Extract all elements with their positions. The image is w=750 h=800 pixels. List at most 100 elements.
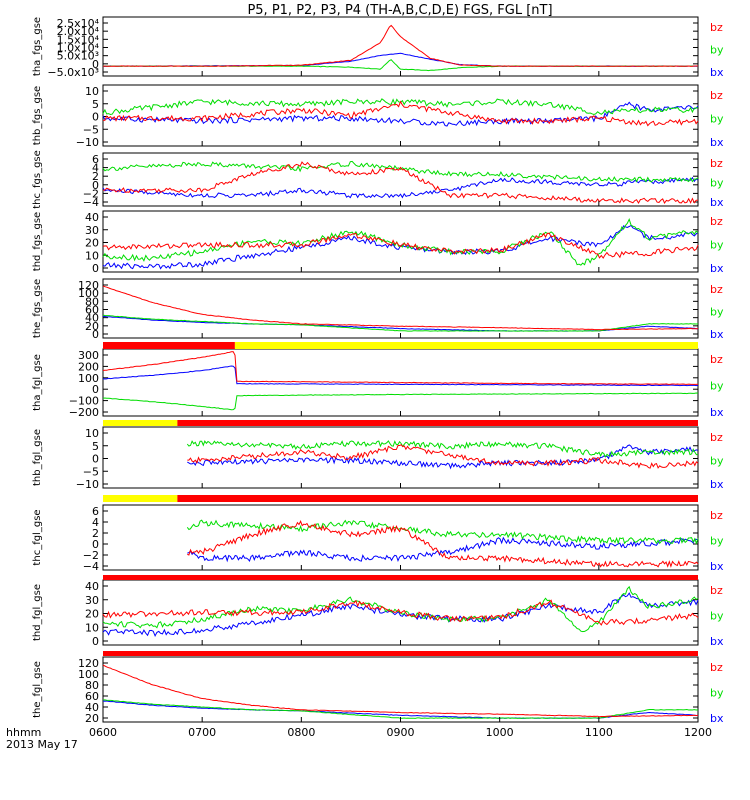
y-tick-label: 20 [85, 320, 99, 333]
series-bx [187, 536, 699, 563]
series-bz [102, 285, 699, 331]
panel-tha_fgs_gse: 2.5x10⁴2.0x10⁴1.5x10⁴1.0x10⁴5.0x10³0−5.0… [32, 16, 724, 79]
legend-by: by [710, 239, 724, 252]
legend-bz: bz [710, 431, 723, 444]
y-tick-label: 40 [85, 211, 99, 224]
y-tick-label: 120 [78, 279, 99, 292]
flag-segment-red [177, 420, 698, 426]
series-by [186, 519, 699, 545]
y-tick-label: 5 [92, 98, 99, 111]
y-tick-label: 20 [85, 237, 99, 250]
y-tick-label: 4 [92, 162, 99, 175]
legend-by: by [710, 177, 724, 190]
y-tick-label: 60 [85, 304, 99, 317]
series-bz [102, 664, 699, 718]
y-tick-label: −100 [69, 395, 99, 408]
legend-bz: bz [710, 283, 723, 296]
flag-segment-red [103, 651, 698, 656]
y-tick-label: −5 [83, 123, 99, 136]
y-tick-label: 0 [92, 111, 99, 124]
legend-bx: bx [710, 406, 724, 419]
series-bz [187, 444, 699, 469]
panel-ylabel: thd_fgl_gse [32, 584, 43, 641]
y-tick-label: −4 [83, 560, 99, 573]
series-bx [102, 101, 699, 127]
flag-segment-red [177, 495, 698, 502]
y-tick-label: −5 [83, 465, 99, 478]
flag-segment-yellow [103, 420, 178, 426]
flag-segment-yellow [234, 342, 698, 349]
y-tick-label: 30 [85, 594, 99, 607]
legend-by: by [710, 44, 724, 57]
y-tick-label: −2 [83, 187, 99, 200]
panel-frame [102, 16, 699, 77]
panel-stack: 2.5x10⁴2.0x10⁴1.5x10⁴1.0x10⁴5.0x10³0−5.0… [32, 16, 724, 725]
series-bz [102, 351, 699, 385]
y-tick-label: 2.0x10⁴ [57, 25, 100, 38]
y-tick-label: 40 [85, 312, 99, 325]
y-tick-label: 100 [78, 287, 99, 300]
y-tick-label: −10 [76, 136, 99, 149]
y-tick-label: 40 [85, 580, 99, 593]
x-tick-label: 0900 [387, 726, 415, 739]
y-tick-label: 10 [85, 85, 99, 98]
legend-bz: bz [710, 89, 723, 102]
y-tick-label: 0 [92, 328, 99, 341]
series-bz [102, 24, 698, 67]
flag-segment-red [103, 342, 235, 349]
y-tick-label: 0 [92, 383, 99, 396]
flag-bars [103, 342, 698, 656]
x-tick-label: 0600 [89, 726, 117, 739]
panel-ylabel: tha_fgs_gse [32, 17, 43, 76]
x-tick-label: 1000 [486, 726, 514, 739]
y-tick-label: 10 [85, 427, 99, 440]
legend-by: by [710, 610, 724, 623]
y-tick-label: 200 [78, 360, 99, 373]
y-tick-label: 30 [85, 224, 99, 237]
series-bx [103, 52, 698, 67]
legend-by: by [710, 535, 724, 548]
panel-ylabel: thc_fgl_gse [32, 509, 43, 565]
y-tick-label: 100 [78, 668, 99, 681]
plot-title: P5, P1, P2, P3, P4 (TH-A,B,C,D,E) FGS, F… [247, 3, 552, 18]
y-tick-label: 0 [92, 453, 99, 466]
y-tick-label: −5.0x10³ [47, 66, 99, 79]
legend-by: by [710, 455, 724, 468]
y-tick-label: 100 [78, 372, 99, 385]
y-tick-label: 0 [92, 635, 99, 648]
y-tick-label: 80 [85, 679, 99, 692]
series-bz [187, 520, 699, 568]
panel-frame [102, 84, 699, 147]
series-bz [102, 232, 699, 259]
series-bx [102, 592, 699, 637]
legend-bz: bz [710, 509, 723, 522]
series-bx [102, 176, 699, 199]
y-tick-label: 40 [85, 701, 99, 714]
panel-frame [102, 210, 699, 273]
x-tick-label: 1100 [585, 726, 613, 739]
legend-bx: bx [710, 560, 724, 573]
y-tick-label: 20 [85, 608, 99, 621]
legend-by: by [710, 380, 724, 393]
y-tick-label: 10 [85, 621, 99, 634]
legend-bx: bx [710, 66, 724, 79]
panel-ylabel: thd_fgs_gse [32, 212, 43, 271]
x-axis-label-hhmm: hhmm [6, 726, 41, 739]
y-tick-label: 1.0x10⁴ [57, 42, 100, 55]
series-bz [103, 161, 699, 205]
flag-segment-yellow [103, 495, 178, 502]
x-tick-label: 1200 [684, 726, 712, 739]
y-tick-label: −10 [76, 478, 99, 491]
legend-by: by [710, 687, 724, 700]
y-tick-label: 5.0x10³ [57, 50, 99, 63]
panel-frame [102, 504, 699, 571]
y-tick-label: 2 [92, 170, 99, 183]
panel-frame [102, 152, 699, 207]
legend-bz: bz [710, 157, 723, 170]
legend-bx: bx [710, 328, 724, 341]
